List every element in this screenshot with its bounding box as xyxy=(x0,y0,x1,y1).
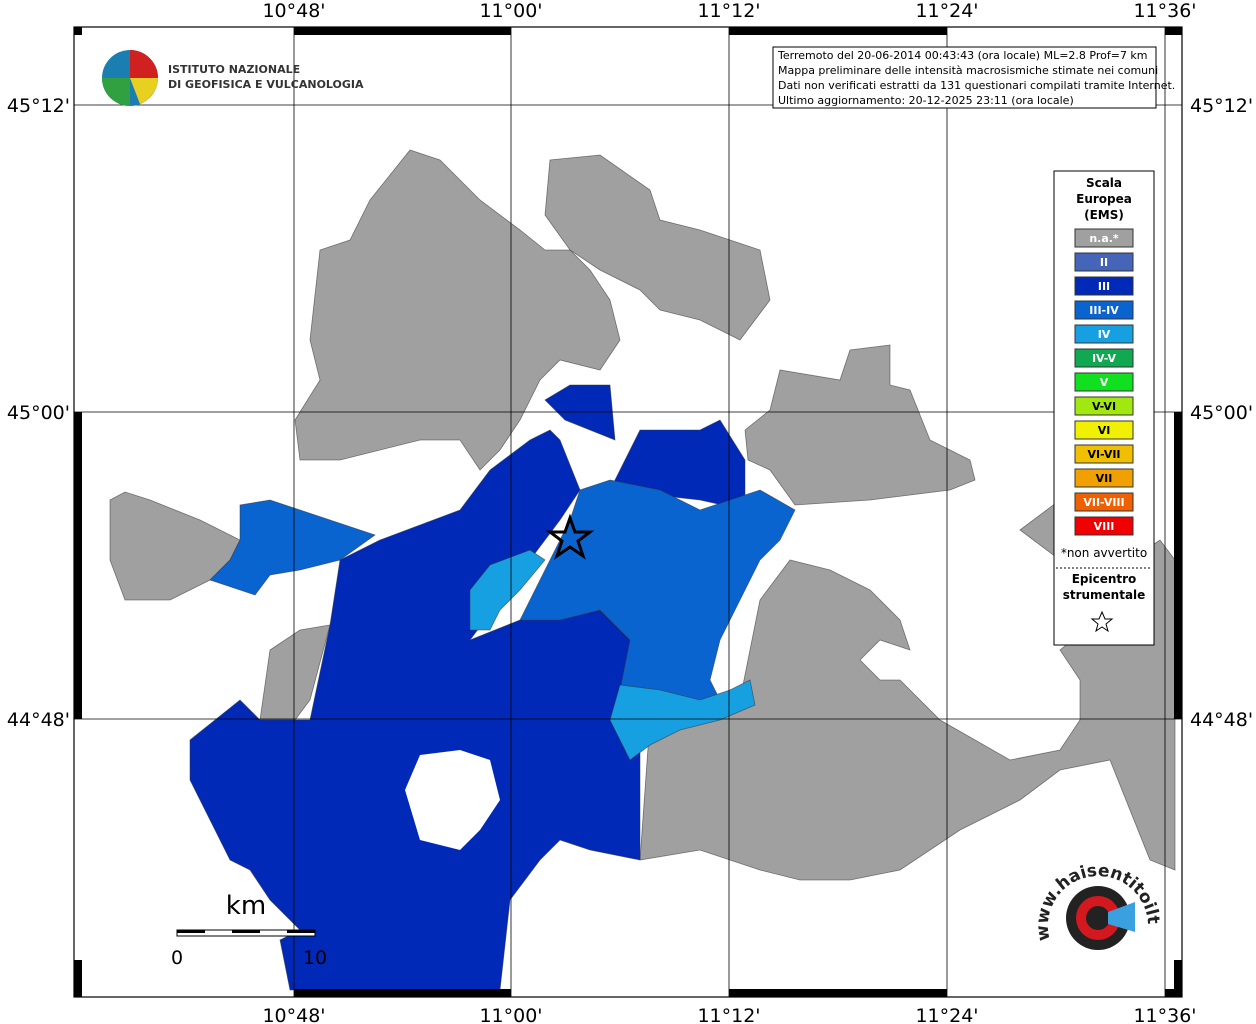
frame-bar xyxy=(74,27,82,35)
frame-bar xyxy=(1165,27,1182,35)
legend-swatch xyxy=(1074,276,1134,296)
legend-swatch xyxy=(1074,300,1134,320)
legend-star xyxy=(1090,610,1114,633)
legend-title: Scala xyxy=(1086,176,1122,190)
lon-label: 11°12' xyxy=(697,0,760,22)
lat-label: 45°12' xyxy=(1190,95,1253,117)
lon-label: 11°00' xyxy=(479,0,542,22)
lon-label: 11°24' xyxy=(915,0,978,22)
frame-bar xyxy=(729,27,947,35)
legend-label: III-IV xyxy=(1089,304,1119,317)
info-box: Terremoto del 20-06-2014 00:43:43 (ora l… xyxy=(772,46,1175,109)
frame-bar xyxy=(1174,27,1182,35)
legend-label: VI xyxy=(1098,424,1111,437)
logo-speaker xyxy=(1108,902,1135,932)
zone xyxy=(744,344,976,506)
zone xyxy=(519,479,796,701)
legend-swatch xyxy=(1074,444,1134,464)
frame-bar xyxy=(294,27,511,35)
scale-start: 0 xyxy=(171,947,183,969)
frame-bar xyxy=(74,412,82,719)
scale-segment xyxy=(232,930,260,933)
lon-label: 11°36' xyxy=(1133,0,1196,22)
legend-label: II xyxy=(1100,256,1108,269)
frame-bar xyxy=(294,989,511,997)
scale-segment xyxy=(287,930,315,933)
legend-label: V-VI xyxy=(1092,400,1116,413)
legend-swatch xyxy=(1074,228,1134,248)
lon-label: 11°36' xyxy=(1133,1005,1196,1024)
legend-label: VII xyxy=(1096,472,1113,485)
zone xyxy=(209,499,376,596)
zone xyxy=(294,149,621,471)
globe-part xyxy=(130,50,158,78)
legend-title: (EMS) xyxy=(1084,208,1124,222)
frame-bar xyxy=(1174,960,1182,997)
legend-swatch xyxy=(1074,348,1134,368)
lat-label: 44°48' xyxy=(1190,709,1253,731)
globe-part xyxy=(130,78,158,104)
institute-name: DI GEOFISICA E VULCANOLOGIA xyxy=(168,78,364,91)
institute-name: ISTITUTO NAZIONALE xyxy=(168,63,300,76)
scale-end: 10 xyxy=(303,947,327,969)
lat-label: 45°00' xyxy=(1190,402,1253,424)
legend-label: n.a.* xyxy=(1089,232,1119,245)
legend-swatch xyxy=(1074,372,1134,392)
legend-swatch xyxy=(1074,420,1134,440)
graticule xyxy=(74,27,1182,997)
lon-label: 10°48' xyxy=(262,1005,325,1024)
logo-ring xyxy=(1086,906,1110,930)
info-line: Dati non verificati estratti da 131 ques… xyxy=(778,79,1175,92)
frame-bars xyxy=(74,27,1182,997)
scale-bar: km 0 10 xyxy=(171,891,327,969)
zone xyxy=(639,539,1176,881)
legend-label: IV-V xyxy=(1092,352,1117,365)
lat-label: 45°12' xyxy=(7,95,70,117)
legend-swatch xyxy=(1074,396,1134,416)
lat-label: 44°48' xyxy=(7,709,70,731)
info-line: Ultimo aggiornamento: 20-12-2025 23:11 (… xyxy=(778,94,1074,107)
info-line: Terremoto del 20-06-2014 00:43:43 (ora l… xyxy=(777,49,1148,62)
legend-title: Europea xyxy=(1076,192,1132,206)
lon-label: 11°00' xyxy=(479,1005,542,1024)
scale-unit: km xyxy=(226,891,266,921)
scale-segment xyxy=(177,930,205,933)
legend-label: III xyxy=(1098,280,1110,293)
legend-swatch xyxy=(1074,324,1134,344)
frame-bar xyxy=(1174,412,1182,719)
legend-swatch xyxy=(1074,468,1134,488)
legend-epicenter: strumentale xyxy=(1063,588,1146,602)
hole xyxy=(405,750,500,850)
ingv-logo: ISTITUTO NAZIONALE DI GEOFISICA E VULCAN… xyxy=(102,50,364,106)
lat-label: 45°00' xyxy=(7,402,70,424)
legend-label: VII-VIII xyxy=(1083,496,1124,509)
zone xyxy=(469,549,546,631)
legend-swatch xyxy=(1074,252,1134,272)
info-line: Mappa preliminare delle intensità macros… xyxy=(778,64,1158,77)
legend-note: *non avvertito xyxy=(1061,546,1147,560)
lon-label: 11°12' xyxy=(697,1005,760,1024)
legend-swatch xyxy=(1074,516,1134,536)
epicenter-star xyxy=(545,513,595,560)
legend-label: VI-VII xyxy=(1087,448,1120,461)
frame-bar xyxy=(729,989,947,997)
globe-part xyxy=(102,78,130,106)
lon-label: 10°48' xyxy=(262,0,325,22)
legend: Scala Europea (EMS) *non avvertito Epice… xyxy=(1053,170,1155,646)
legend-label: IV xyxy=(1098,328,1111,341)
legend-swatch xyxy=(1074,492,1134,512)
frame-bar xyxy=(1165,989,1182,997)
zone xyxy=(544,384,616,441)
zone xyxy=(609,679,756,761)
frame-bar xyxy=(74,960,82,997)
legend-epicenter: Epicentro xyxy=(1072,572,1137,586)
info-frame xyxy=(772,46,1157,109)
legend-label: VIII xyxy=(1094,520,1115,533)
zone xyxy=(544,154,771,341)
legend-label: V xyxy=(1100,376,1109,389)
lon-label: 11°24' xyxy=(915,1005,978,1024)
